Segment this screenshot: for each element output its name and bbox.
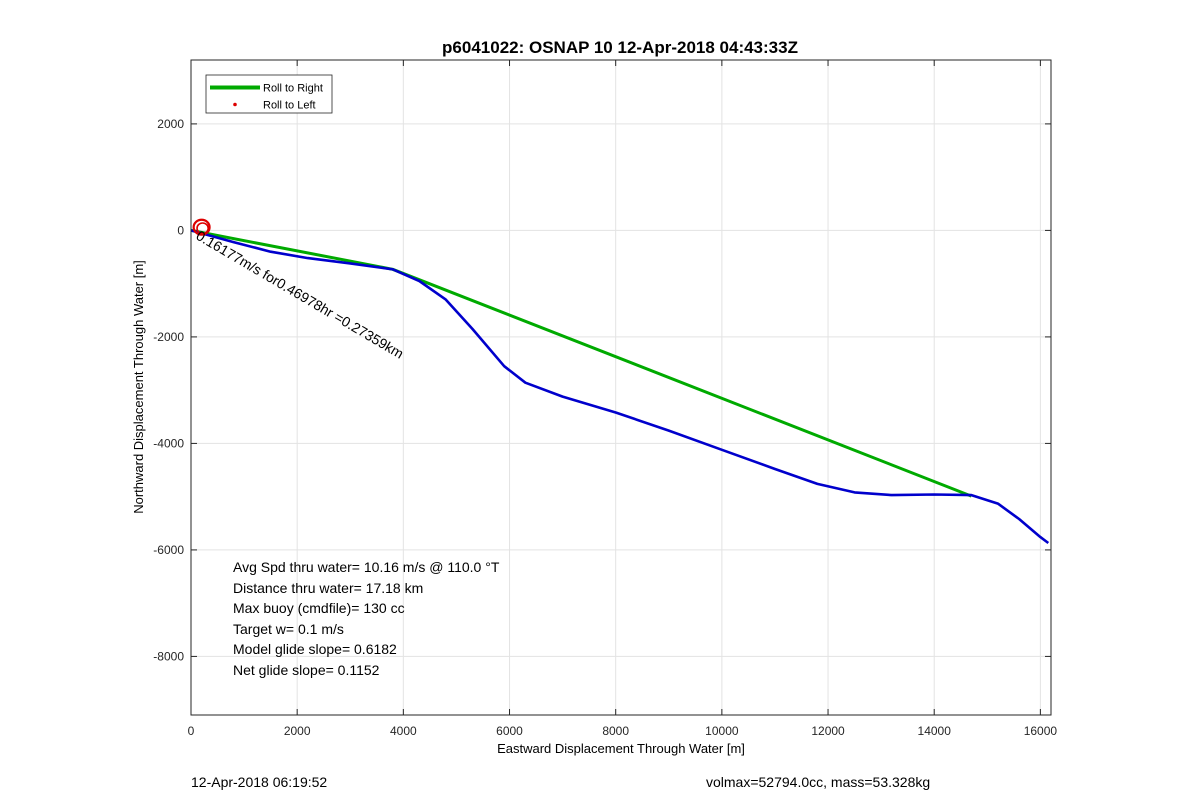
y-tick-label: 0 — [177, 223, 184, 237]
stat-model-glide-slope: Model glide slope= 0.6182 — [233, 641, 397, 657]
y-tick-label: -4000 — [153, 436, 184, 450]
surface-drift-loop — [192, 218, 211, 236]
x-tick-label: 16000 — [1024, 724, 1058, 738]
y-tick-label: 2000 — [157, 117, 184, 131]
x-tick-label: 12000 — [811, 724, 845, 738]
surface-drift-loop-inner — [196, 222, 209, 235]
x-tick-label: 14000 — [918, 724, 952, 738]
x-tick-label: 2000 — [284, 724, 311, 738]
legend-marker-roll-left — [233, 102, 237, 107]
axes-box — [191, 60, 1051, 715]
stat-net-glide-slope: Net glide slope= 0.1152 — [233, 662, 380, 678]
x-tick-label: 0 — [188, 724, 195, 738]
legend-label-roll-left: Roll to Left — [263, 100, 316, 112]
y-tick-label: -8000 — [153, 649, 184, 663]
axes-frame — [190, 59, 1052, 716]
chart-title: p6041022: OSNAP 10 12-Apr-2018 04:43:33Z — [442, 38, 798, 57]
y-tick-label: -2000 — [153, 330, 184, 344]
stat-target-w: Target w= 0.1 m/s — [233, 621, 344, 637]
y-tick-label: -6000 — [153, 543, 184, 557]
legend-label-roll-right: Roll to Right — [263, 83, 323, 95]
legend-box — [205, 74, 333, 114]
x-tick-label: 10000 — [705, 724, 739, 738]
x-tick-label: 6000 — [496, 724, 523, 738]
footer-timestamp: 12-Apr-2018 06:19:52 — [191, 774, 327, 790]
x-axis-label: Eastward Displacement Through Water [m] — [497, 741, 745, 756]
y-axis-label: Northward Displacement Through Water [m] — [131, 260, 146, 514]
series-layer — [190, 218, 1050, 545]
stat-max-buoy: Max buoy (cmdfile)= 130 cc — [233, 600, 405, 616]
x-tick-labels: 0 2000 4000 6000 8000 10000 12000 14000 16000 — [188, 724, 1058, 738]
x-tick-label: 8000 — [602, 724, 629, 738]
stat-avg-speed: Avg Spd thru water= 10.16 m/s @ 110.0 °T — [233, 559, 500, 575]
footer-volmax-mass: volmax=52794.0cc, mass=53.328kg — [706, 774, 930, 790]
y-tick-labels: -8000 -6000 -4000 -2000 0 2000 — [153, 117, 184, 664]
stat-distance: Distance thru water= 17.18 km — [233, 580, 423, 596]
legend: Roll to Right Roll to Left — [205, 74, 333, 114]
x-tick-label: 4000 — [390, 724, 417, 738]
stats-block: Avg Spd thru water= 10.16 m/s @ 110.0 °T… — [233, 559, 500, 678]
grid-lines — [190, 60, 1051, 715]
series-line-track — [190, 229, 1050, 545]
